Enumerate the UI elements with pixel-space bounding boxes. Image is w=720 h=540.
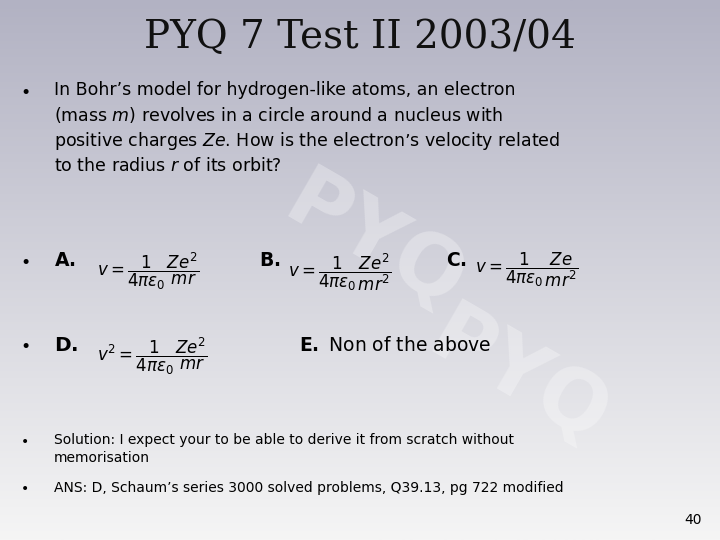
Text: In Bohr’s model for hydrogen-like atoms, an electron
(mass $m$) revolves in a ci: In Bohr’s model for hydrogen-like atoms,… (54, 81, 560, 175)
Text: $v=\dfrac{1}{4\pi\varepsilon_0}\dfrac{Ze^2}{mr^2}$: $v=\dfrac{1}{4\pi\varepsilon_0}\dfrac{Ze… (288, 251, 392, 293)
Text: $\mathbf{B.}$: $\mathbf{B.}$ (259, 251, 281, 270)
Text: •: • (21, 435, 30, 449)
Text: $\mathbf{C.}$: $\mathbf{C.}$ (446, 251, 467, 270)
Text: 40: 40 (685, 512, 702, 526)
Text: ANS: D, Schaum’s series 3000 solved problems, Q39.13, pg 722 modified: ANS: D, Schaum’s series 3000 solved prob… (54, 481, 564, 495)
Text: •: • (20, 338, 30, 355)
Text: $\mathbf{A.}$: $\mathbf{A.}$ (54, 251, 76, 270)
Text: $v^2=\dfrac{1}{4\pi\varepsilon_0}\dfrac{Ze^2}{mr}$: $v^2=\dfrac{1}{4\pi\varepsilon_0}\dfrac{… (97, 336, 208, 377)
Text: •: • (20, 254, 30, 272)
Text: PYQ: PYQ (415, 295, 622, 461)
Text: •: • (21, 482, 30, 496)
Text: •: • (20, 84, 30, 102)
Text: PYQ 7 Test II 2003/04: PYQ 7 Test II 2003/04 (144, 19, 576, 56)
Text: $\mathbf{E.}$ Non of the above: $\mathbf{E.}$ Non of the above (299, 336, 491, 355)
Text: $\mathbf{D.}$: $\mathbf{D.}$ (54, 336, 78, 355)
Text: Solution: I expect your to be able to derive it from scratch without
memorisatio: Solution: I expect your to be able to de… (54, 433, 514, 465)
Text: PYQ: PYQ (271, 160, 478, 326)
Text: $v=\dfrac{1}{4\pi\varepsilon_0}\dfrac{Ze^2}{mr}$: $v=\dfrac{1}{4\pi\varepsilon_0}\dfrac{Ze… (97, 251, 199, 292)
Text: $v=\dfrac{1}{4\pi\varepsilon_0}\dfrac{Ze}{mr^2}$: $v=\dfrac{1}{4\pi\varepsilon_0}\dfrac{Ze… (475, 251, 579, 289)
